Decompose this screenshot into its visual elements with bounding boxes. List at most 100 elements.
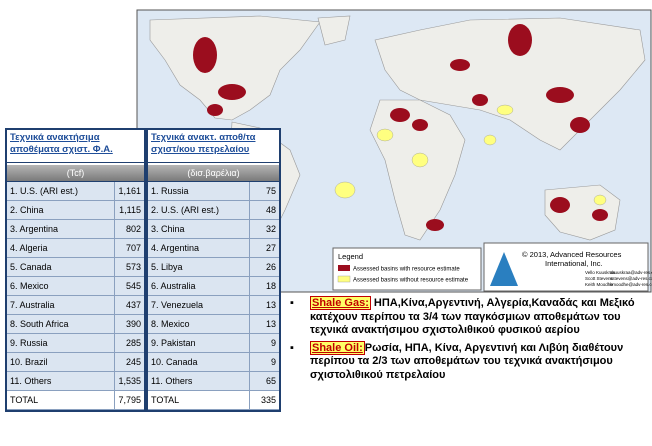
basins-unassessed: [334, 104, 607, 206]
row-value: 802: [125, 224, 141, 234]
row-value: 245: [125, 357, 141, 367]
table-row: 8. Mexico 13: [148, 315, 279, 334]
table-row: 10. Canada 9: [148, 353, 279, 372]
table-row: 6. Australia 18: [148, 277, 279, 296]
table-title: Τεχνικά ανακτ. αποθ/τα σχιστ/κου πετρελα…: [148, 130, 279, 163]
author-email: sstevens@adv-res.com: [610, 276, 652, 281]
row-value: 285: [125, 338, 141, 348]
row-value: 13: [265, 300, 276, 310]
table-row: 6. Mexico 545: [7, 277, 144, 296]
bullet-text: Shale Oil: Ρωσία, ΗΠΑ, Κίνα, Αργεντινή κα…: [310, 340, 645, 383]
table-row: 1. U.S. (ARI est.) 1,161: [7, 182, 144, 201]
bullets: ▪ Shale Gas: ΗΠΑ,Κίνα,Αργεντινή, Αλγερία,…: [290, 296, 645, 386]
bullet-body: Ρωσία, ΗΠΑ, Κίνα, Αργεντινή και Λιβύη δι…: [310, 341, 624, 381]
row-label: TOTAL: [7, 391, 115, 409]
table-row: 2. U.S. (ARI est.) 48: [148, 201, 279, 220]
table-unit: (Tcf): [7, 165, 144, 182]
table-row: 11. Others 1,535: [7, 372, 144, 391]
row-label: 3. China: [148, 220, 250, 238]
row-value: 65: [265, 376, 276, 386]
bullet-dot: ▪: [290, 297, 294, 309]
author-email: vkuuskraa@adv-res.com: [610, 270, 652, 275]
row-value: 7,795: [118, 395, 141, 405]
table-row: 5. Canada 573: [7, 258, 144, 277]
row-label: 5. Libya: [148, 258, 250, 276]
author-name: Keith Moodhe: [585, 282, 613, 287]
table-row: 10. Brazil 245: [7, 353, 144, 372]
table-row: 3. Argentina 802: [7, 220, 144, 239]
bullet-label: Shale Gas:: [310, 296, 371, 310]
row-value: 32: [265, 224, 276, 234]
row-label: 2. China: [7, 201, 115, 219]
table-row: 11. Others 65: [148, 372, 279, 391]
author-name: Scott Stevens: [585, 276, 614, 281]
author-name: Vello Kuuskraa: [585, 270, 616, 275]
table-unit: (δισ.βαρέλια): [148, 165, 279, 182]
bullet-label: Shale Oil:: [310, 340, 365, 355]
legend-swatch: [338, 265, 350, 271]
row-value: 9: [270, 338, 276, 348]
table-row: 9. Russia 285: [7, 334, 144, 353]
table-row: 4. Algeria 707: [7, 239, 144, 258]
row-label: 3. Argentina: [7, 220, 115, 238]
table-row: TOTAL 335: [148, 391, 279, 410]
row-label: 8. South Africa: [7, 315, 115, 333]
table-row: TOTAL 7,795: [7, 391, 144, 410]
continents: [149, 15, 646, 276]
row-label: 2. U.S. (ARI est.): [148, 201, 250, 219]
table-row: 1. Russia 75: [148, 182, 279, 201]
row-value: 573: [125, 262, 141, 272]
legend-item: Assessed basins with resource estimate: [353, 267, 460, 273]
row-label: 7. Venezuela: [148, 296, 250, 314]
row-label: 6. Mexico: [7, 277, 115, 295]
bullet-dot: ▪: [290, 341, 294, 354]
row-value: 335: [260, 395, 276, 405]
table-row: 2. China 1,115: [7, 201, 144, 220]
row-label: 9. Russia: [7, 334, 115, 352]
bullet-text: Shale Gas: ΗΠΑ,Κίνα,Αργεντινή, Αλγερία,Κ…: [310, 296, 645, 338]
table-title: Τεχνικά ανακτήσιμα αποθέματα σχιστ. Φ.Α.: [7, 130, 144, 163]
row-label: 6. Australia: [148, 277, 250, 295]
row-label: 11. Others: [7, 372, 115, 390]
row-value: 1,115: [119, 205, 141, 215]
table-row: 5. Libya 26: [148, 258, 279, 277]
bullet: ▪ Shale Oil: Ρωσία, ΗΠΑ, Κίνα, Αργεντινή κ…: [290, 340, 645, 383]
table-row: 9. Pakistan 9: [148, 334, 279, 353]
row-value: 18: [265, 281, 276, 291]
credit: International, Inc.: [545, 259, 603, 268]
row-value: 390: [125, 319, 141, 329]
row-value: 48: [265, 205, 276, 215]
bullet: ▪ Shale Gas: ΗΠΑ,Κίνα,Αργεντινή, Αλγερία,…: [290, 296, 645, 338]
table-row: 8. South Africa 390: [7, 315, 144, 334]
row-label: 10. Canada: [148, 353, 250, 371]
table-row: 7. Venezuela 13: [148, 296, 279, 315]
row-value: 75: [265, 186, 276, 196]
credit: © 2013, Advanced Resources: [522, 250, 622, 259]
legend-item: Assessed basins without resource estimat…: [353, 278, 469, 284]
row-value: 707: [125, 243, 141, 253]
row-value: 1,535: [118, 376, 141, 386]
row-label: 5. Canada: [7, 258, 115, 276]
row-label: 7. Australia: [7, 296, 115, 314]
row-label: 1. Russia: [148, 182, 250, 200]
legend-box: [332, 247, 482, 291]
row-value: 545: [125, 281, 141, 291]
table-row: 3. China 32: [148, 220, 279, 239]
row-value: 13: [265, 319, 276, 329]
row-label: 10. Brazil: [7, 353, 115, 371]
legend-swatch: [337, 275, 351, 283]
row-label: 4. Algeria: [7, 239, 115, 257]
row-value: 26: [265, 262, 276, 272]
table: Τεχνικά ανακτ. αποθ/τα σχιστ/κου πετρελα…: [146, 128, 281, 412]
row-value: 9: [270, 357, 276, 367]
table: Τεχνικά ανακτήσιμα αποθέματα σχιστ. Φ.Α.…: [5, 128, 146, 412]
row-value: 27: [265, 243, 276, 253]
authors: Vello Kuuskraavkuuskraa@adv-res.comScott…: [585, 270, 652, 287]
bullet-body: ΗΠΑ,Κίνα,Αργεντινή, Αλγερία,Καναδάς και …: [310, 297, 635, 336]
row-label: 11. Others: [148, 372, 250, 390]
row-value: 1,161: [118, 186, 141, 196]
row-label: TOTAL: [148, 391, 250, 409]
logo: [490, 252, 518, 286]
table-row: 4. Argentina 27: [148, 239, 279, 258]
